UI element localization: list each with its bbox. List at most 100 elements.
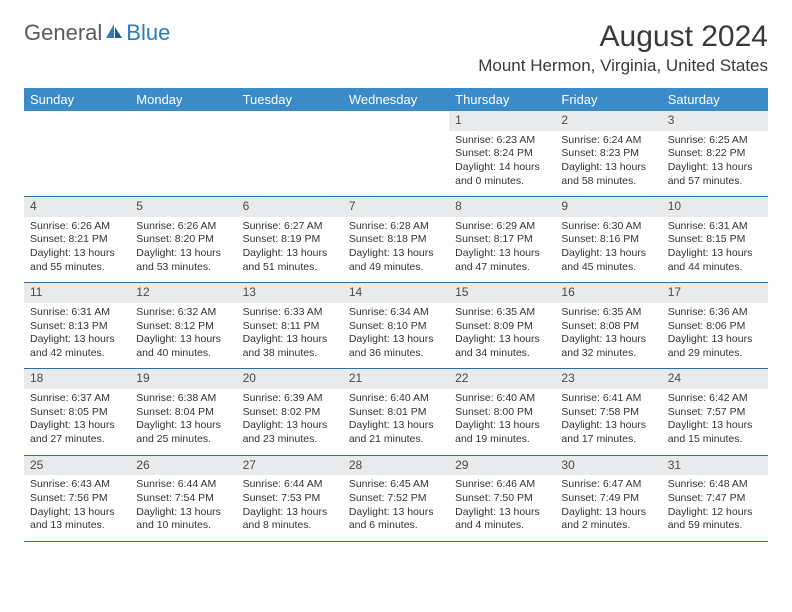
day-detail-line: Sunrise: 6:42 AM bbox=[668, 392, 762, 406]
day-detail-line: Sunset: 8:19 PM bbox=[243, 233, 337, 247]
calendar-day-cell: 17Sunrise: 6:36 AMSunset: 8:06 PMDayligh… bbox=[662, 283, 768, 369]
day-detail-line: Daylight: 13 hours and 42 minutes. bbox=[30, 333, 124, 360]
day-detail-line: Sunset: 7:58 PM bbox=[561, 406, 655, 420]
header: General Blue August 2024 Mount Hermon, V… bbox=[24, 20, 768, 76]
day-number: 15 bbox=[449, 283, 555, 303]
calendar-day-cell bbox=[130, 111, 236, 197]
calendar-day-cell: 25Sunrise: 6:43 AMSunset: 7:56 PMDayligh… bbox=[24, 455, 130, 541]
day-detail-line: Daylight: 13 hours and 36 minutes. bbox=[349, 333, 443, 360]
day-detail-line: Sunset: 8:09 PM bbox=[455, 320, 549, 334]
day-number bbox=[130, 111, 236, 131]
day-detail-line: Sunset: 8:04 PM bbox=[136, 406, 230, 420]
day-detail-line: Sunset: 8:11 PM bbox=[243, 320, 337, 334]
day-detail-line: Sunset: 8:17 PM bbox=[455, 233, 549, 247]
day-details: Sunrise: 6:32 AMSunset: 8:12 PMDaylight:… bbox=[130, 303, 236, 369]
weekday-header: Monday bbox=[130, 88, 236, 111]
day-number: 11 bbox=[24, 283, 130, 303]
calendar-week-row: 4Sunrise: 6:26 AMSunset: 8:21 PMDaylight… bbox=[24, 197, 768, 283]
day-detail-line: Sunrise: 6:35 AM bbox=[455, 306, 549, 320]
day-detail-line: Sunset: 8:10 PM bbox=[349, 320, 443, 334]
weekday-header: Friday bbox=[555, 88, 661, 111]
calendar-table: SundayMondayTuesdayWednesdayThursdayFrid… bbox=[24, 88, 768, 542]
day-detail-line: Sunrise: 6:34 AM bbox=[349, 306, 443, 320]
day-detail-line: Daylight: 13 hours and 44 minutes. bbox=[668, 247, 762, 274]
day-details: Sunrise: 6:28 AMSunset: 8:18 PMDaylight:… bbox=[343, 217, 449, 283]
day-detail-line: Sunset: 7:49 PM bbox=[561, 492, 655, 506]
day-detail-line: Daylight: 13 hours and 32 minutes. bbox=[561, 333, 655, 360]
calendar-day-cell: 24Sunrise: 6:42 AMSunset: 7:57 PMDayligh… bbox=[662, 369, 768, 455]
day-detail-line: Sunrise: 6:23 AM bbox=[455, 134, 549, 148]
calendar-day-cell: 28Sunrise: 6:45 AMSunset: 7:52 PMDayligh… bbox=[343, 455, 449, 541]
day-detail-line: Sunset: 7:47 PM bbox=[668, 492, 762, 506]
calendar-day-cell: 27Sunrise: 6:44 AMSunset: 7:53 PMDayligh… bbox=[237, 455, 343, 541]
day-number: 14 bbox=[343, 283, 449, 303]
day-details: Sunrise: 6:44 AMSunset: 7:54 PMDaylight:… bbox=[130, 475, 236, 541]
calendar-day-cell: 20Sunrise: 6:39 AMSunset: 8:02 PMDayligh… bbox=[237, 369, 343, 455]
calendar-day-cell: 1Sunrise: 6:23 AMSunset: 8:24 PMDaylight… bbox=[449, 111, 555, 197]
day-detail-line: Sunrise: 6:45 AM bbox=[349, 478, 443, 492]
day-detail-line: Sunrise: 6:48 AM bbox=[668, 478, 762, 492]
day-detail-line: Sunset: 8:12 PM bbox=[136, 320, 230, 334]
calendar-day-cell: 12Sunrise: 6:32 AMSunset: 8:12 PMDayligh… bbox=[130, 283, 236, 369]
day-detail-line: Daylight: 13 hours and 53 minutes. bbox=[136, 247, 230, 274]
weekday-header-row: SundayMondayTuesdayWednesdayThursdayFrid… bbox=[24, 88, 768, 111]
day-details: Sunrise: 6:26 AMSunset: 8:20 PMDaylight:… bbox=[130, 217, 236, 283]
day-detail-line: Sunrise: 6:40 AM bbox=[349, 392, 443, 406]
day-detail-line: Sunset: 8:00 PM bbox=[455, 406, 549, 420]
day-detail-line: Sunrise: 6:43 AM bbox=[30, 478, 124, 492]
calendar-day-cell: 4Sunrise: 6:26 AMSunset: 8:21 PMDaylight… bbox=[24, 197, 130, 283]
day-detail-line: Sunrise: 6:37 AM bbox=[30, 392, 124, 406]
title-block: August 2024 Mount Hermon, Virginia, Unit… bbox=[478, 20, 768, 76]
day-detail-line: Sunrise: 6:44 AM bbox=[243, 478, 337, 492]
calendar-day-cell: 16Sunrise: 6:35 AMSunset: 8:08 PMDayligh… bbox=[555, 283, 661, 369]
day-number: 19 bbox=[130, 369, 236, 389]
day-details: Sunrise: 6:43 AMSunset: 7:56 PMDaylight:… bbox=[24, 475, 130, 541]
calendar-week-row: 11Sunrise: 6:31 AMSunset: 8:13 PMDayligh… bbox=[24, 283, 768, 369]
day-detail-line: Sunrise: 6:31 AM bbox=[668, 220, 762, 234]
day-detail-line: Sunset: 8:23 PM bbox=[561, 147, 655, 161]
calendar-day-cell bbox=[343, 111, 449, 197]
day-details bbox=[24, 131, 130, 142]
day-detail-line: Daylight: 13 hours and 57 minutes. bbox=[668, 161, 762, 188]
calendar-day-cell: 11Sunrise: 6:31 AMSunset: 8:13 PMDayligh… bbox=[24, 283, 130, 369]
day-number: 20 bbox=[237, 369, 343, 389]
day-details: Sunrise: 6:48 AMSunset: 7:47 PMDaylight:… bbox=[662, 475, 768, 541]
calendar-week-row: 1Sunrise: 6:23 AMSunset: 8:24 PMDaylight… bbox=[24, 111, 768, 197]
day-detail-line: Sunrise: 6:44 AM bbox=[136, 478, 230, 492]
day-detail-line: Sunset: 7:54 PM bbox=[136, 492, 230, 506]
day-detail-line: Sunset: 8:06 PM bbox=[668, 320, 762, 334]
day-detail-line: Daylight: 13 hours and 17 minutes. bbox=[561, 419, 655, 446]
day-details: Sunrise: 6:42 AMSunset: 7:57 PMDaylight:… bbox=[662, 389, 768, 455]
day-detail-line: Sunrise: 6:28 AM bbox=[349, 220, 443, 234]
day-details bbox=[130, 131, 236, 142]
day-detail-line: Sunrise: 6:36 AM bbox=[668, 306, 762, 320]
calendar-day-cell: 7Sunrise: 6:28 AMSunset: 8:18 PMDaylight… bbox=[343, 197, 449, 283]
day-number: 22 bbox=[449, 369, 555, 389]
day-details: Sunrise: 6:46 AMSunset: 7:50 PMDaylight:… bbox=[449, 475, 555, 541]
calendar-day-cell: 9Sunrise: 6:30 AMSunset: 8:16 PMDaylight… bbox=[555, 197, 661, 283]
day-number: 28 bbox=[343, 456, 449, 476]
day-number: 23 bbox=[555, 369, 661, 389]
day-number: 6 bbox=[237, 197, 343, 217]
day-number bbox=[343, 111, 449, 131]
day-detail-line: Sunrise: 6:24 AM bbox=[561, 134, 655, 148]
day-details: Sunrise: 6:30 AMSunset: 8:16 PMDaylight:… bbox=[555, 217, 661, 283]
day-details: Sunrise: 6:24 AMSunset: 8:23 PMDaylight:… bbox=[555, 131, 661, 197]
day-detail-line: Sunset: 8:13 PM bbox=[30, 320, 124, 334]
day-detail-line: Daylight: 13 hours and 15 minutes. bbox=[668, 419, 762, 446]
day-detail-line: Sunrise: 6:47 AM bbox=[561, 478, 655, 492]
day-detail-line: Sunrise: 6:46 AM bbox=[455, 478, 549, 492]
day-detail-line: Daylight: 13 hours and 27 minutes. bbox=[30, 419, 124, 446]
calendar-day-cell: 21Sunrise: 6:40 AMSunset: 8:01 PMDayligh… bbox=[343, 369, 449, 455]
day-number: 10 bbox=[662, 197, 768, 217]
day-number: 16 bbox=[555, 283, 661, 303]
day-details: Sunrise: 6:31 AMSunset: 8:15 PMDaylight:… bbox=[662, 217, 768, 283]
day-number: 1 bbox=[449, 111, 555, 131]
day-number: 31 bbox=[662, 456, 768, 476]
calendar-day-cell bbox=[24, 111, 130, 197]
day-details: Sunrise: 6:26 AMSunset: 8:21 PMDaylight:… bbox=[24, 217, 130, 283]
day-number: 25 bbox=[24, 456, 130, 476]
calendar-day-cell: 10Sunrise: 6:31 AMSunset: 8:15 PMDayligh… bbox=[662, 197, 768, 283]
day-detail-line: Sunset: 7:50 PM bbox=[455, 492, 549, 506]
day-number: 17 bbox=[662, 283, 768, 303]
